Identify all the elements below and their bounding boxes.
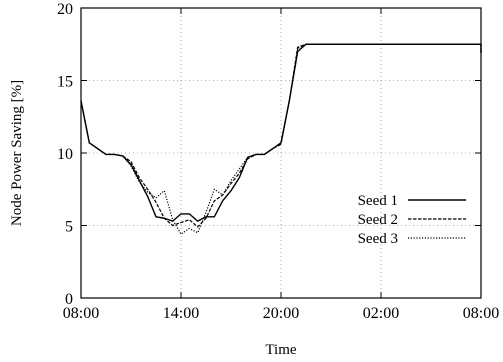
y-tick-label: 5 — [65, 219, 73, 236]
y-tick-label: 15 — [57, 74, 73, 91]
legend: Seed 1 Seed 2 Seed 3 — [358, 193, 466, 247]
legend-label: Seed 3 — [358, 231, 398, 247]
legend-label: Seed 2 — [358, 212, 398, 228]
x-axis-label: Time — [265, 342, 296, 358]
series-lines — [80, 43, 482, 235]
y-tick-label: 10 — [57, 146, 73, 163]
legend-label: Seed 1 — [358, 193, 398, 209]
x-tick-label: 14:00 — [163, 305, 199, 322]
series-line-3 — [80, 43, 482, 235]
y-tick-label: 0 — [65, 291, 73, 308]
y-tick-label: 20 — [57, 1, 73, 18]
y-axis-label: Node Power Saving [%] — [9, 80, 25, 226]
grid-lines — [81, 8, 481, 298]
x-tick-label: 02:00 — [363, 305, 399, 322]
x-tick-label: 08:00 — [463, 305, 499, 322]
series-line-2 — [80, 43, 482, 228]
x-tick-label: 08:00 — [63, 305, 99, 322]
x-tick-label: 20:00 — [263, 305, 299, 322]
